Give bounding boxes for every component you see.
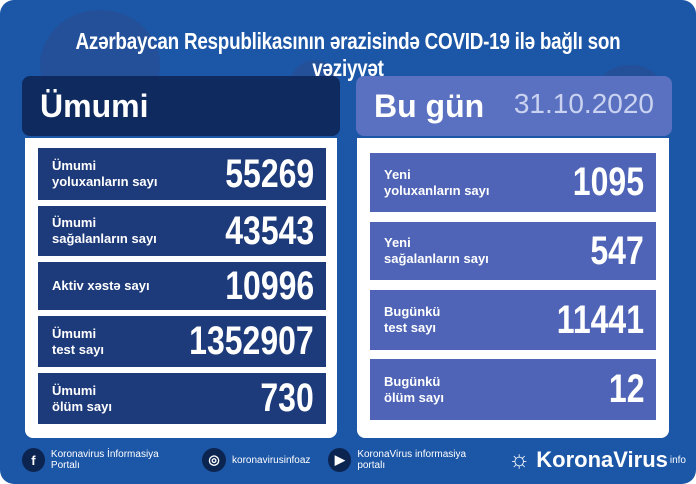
stat-value: 12: [608, 367, 644, 411]
stat-row: Bugünkü test sayı 11441: [370, 290, 656, 350]
stat-row: Yeni sağalanların sayı 547: [370, 222, 656, 280]
facebook-link[interactable]: f Koronavirus İnformasiya Portalı: [22, 448, 184, 472]
footer: f Koronavirus İnformasiya Portalı ◎ korona…: [22, 446, 686, 474]
youtube-icon: ▶: [328, 448, 352, 472]
page-title: Azərbaycan Respublikasının ərazisində CO…: [75, 28, 621, 81]
youtube-link[interactable]: ▶ KoronaVirus informasiya portalı: [328, 448, 490, 472]
today-header: Bu gün 31.10.2020: [356, 76, 672, 136]
stat-row: Aktiv xəstə sayı 10996: [38, 262, 326, 310]
stat-row: Ümumi test sayı 1352907: [38, 316, 326, 367]
today-panel: Yeni yoluxanların sayı 1095 Yeni sağalanlar…: [357, 138, 669, 438]
brand-logo: ☼ KoronaVirus info: [508, 446, 686, 473]
stat-value: 11441: [556, 297, 644, 342]
stat-value: 55269: [225, 151, 314, 196]
stat-row: Ümumi sağalanların sayı 43543: [38, 206, 326, 256]
stat-row: Ümumi yoluxanların sayı 55269: [38, 148, 326, 200]
stat-row: Yeni yoluxanların sayı 1095: [370, 153, 656, 212]
sun-logo-icon: ☼: [508, 446, 531, 473]
stat-value: 1095: [572, 160, 644, 204]
total-header-label: Ümumi: [40, 88, 149, 124]
instagram-link[interactable]: ◎ koronavirusinfoaz: [202, 448, 310, 472]
total-header: Ümumi: [22, 76, 340, 136]
stat-value: 1352907: [189, 319, 314, 363]
instagram-icon: ◎: [202, 448, 227, 472]
stat-value: 730: [260, 376, 314, 420]
stat-value: 43543: [225, 208, 314, 253]
today-header-label: Bu gün: [374, 88, 485, 124]
stat-value: 10996: [225, 263, 314, 308]
facebook-icon: f: [22, 448, 45, 472]
total-panel: Ümumi yoluxanların sayı 55269 Ümumi sağalan…: [25, 138, 337, 438]
stat-row: Bugünkü ölüm sayı 12: [370, 359, 656, 420]
stat-row: Ümumi ölüm sayı 730: [38, 373, 326, 424]
date: 31.10.2020: [513, 88, 654, 119]
stat-value: 547: [590, 228, 644, 273]
